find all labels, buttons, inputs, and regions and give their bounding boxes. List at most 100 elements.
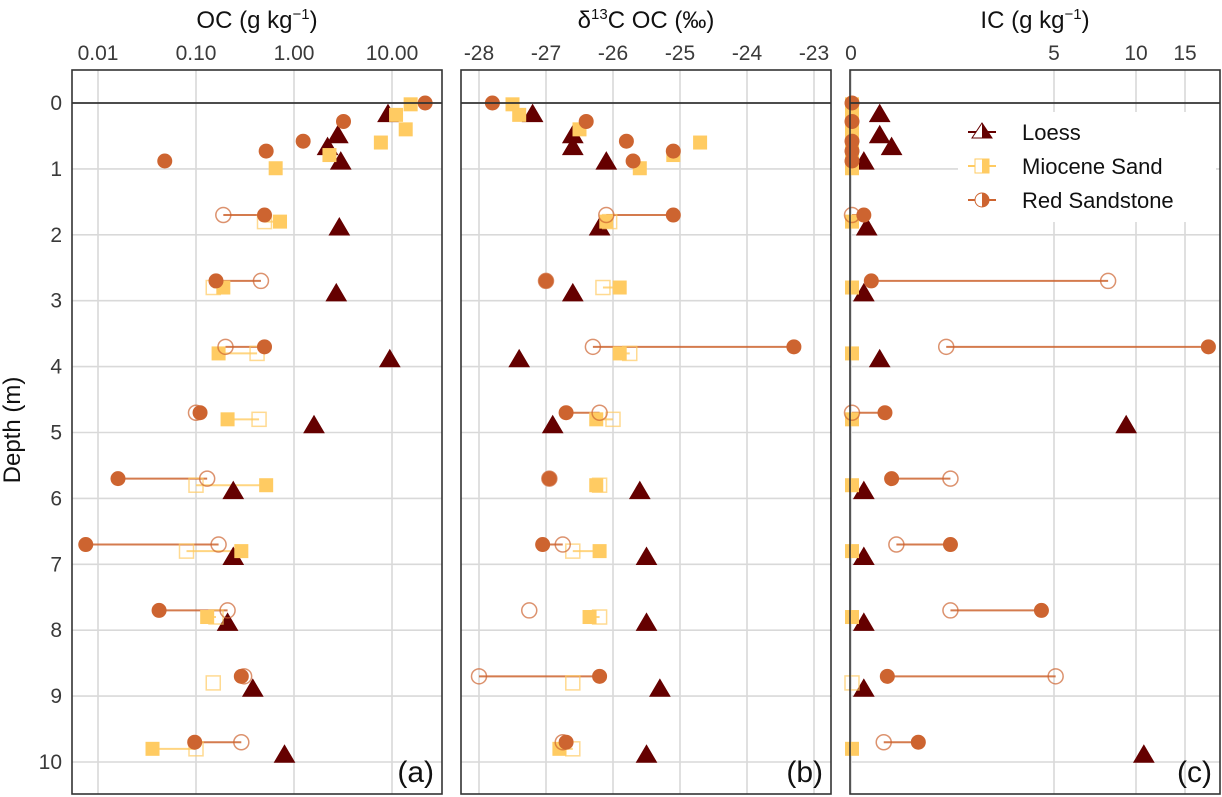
miocene-sand-point xyxy=(845,214,859,229)
red-sandstone-point xyxy=(208,273,224,289)
red-sandstone-point xyxy=(863,273,879,289)
miocene-sand-point xyxy=(178,543,195,559)
miocene-sand-point xyxy=(512,107,527,122)
legend-circle-icon xyxy=(982,193,989,207)
loess-point xyxy=(868,124,891,144)
miocene-sand-point xyxy=(403,97,418,112)
miocene-sand-point xyxy=(844,675,860,691)
miocene-sand-point xyxy=(845,412,859,427)
red-sandstone-point xyxy=(295,133,311,149)
loess-point xyxy=(635,546,658,566)
y-tick-label: 9 xyxy=(50,685,62,708)
red-sandstone-point xyxy=(937,338,955,356)
red-sandstone-point xyxy=(942,602,959,619)
legend-entry-label: Miocene Sand xyxy=(1022,154,1163,179)
red-sandstone-point xyxy=(151,602,167,618)
loess-point xyxy=(325,282,348,302)
y-tick-label: 3 xyxy=(50,290,62,313)
loess-point xyxy=(649,678,671,697)
red-sandstone-point xyxy=(535,537,551,553)
miocene-sand-point xyxy=(845,610,859,625)
red-sandstone-point xyxy=(786,339,802,355)
x-tick-label-b: -24 xyxy=(732,42,763,65)
legend-entry-label: Red Sandstone xyxy=(1022,188,1174,213)
legend-square-icon xyxy=(982,159,989,173)
loess-point xyxy=(273,744,296,763)
loess-point xyxy=(868,348,891,368)
x-tick-label-b: -25 xyxy=(665,42,695,65)
loess-point xyxy=(508,348,531,368)
miocene-sand-point xyxy=(259,478,274,493)
y-tick-label: 1 xyxy=(50,158,62,181)
miocene-sand-point xyxy=(595,279,611,296)
miocene-sand-point xyxy=(373,135,388,150)
miocene-sand-point xyxy=(845,478,859,493)
miocene-sand-point xyxy=(205,675,222,691)
panel-title-c: IC (g kg−1) xyxy=(980,6,1089,34)
text-layer: 0 1 2 3 4 5 6 7 8 9 10 Depth (m) 0.01 0.10 1.00 10.00 (a… xyxy=(0,6,1212,789)
panel-frame-c xyxy=(849,69,1221,795)
red-sandstone-point xyxy=(856,207,872,223)
red-sandstone-point xyxy=(187,734,203,750)
x-tick-label-c: 0 xyxy=(845,42,857,65)
miocene-sand-point xyxy=(845,346,859,361)
red-sandstone-point xyxy=(541,471,557,487)
red-sandstone-point xyxy=(558,734,574,750)
loess-point xyxy=(241,678,264,697)
loess-point xyxy=(328,217,351,236)
red-sandstone-point xyxy=(470,668,488,685)
red-sandstone-point xyxy=(538,273,554,289)
loess-point xyxy=(628,480,651,500)
red-sandstone-point xyxy=(843,404,861,421)
miocene-sand-point xyxy=(251,411,267,428)
red-sandstone-point xyxy=(844,113,860,129)
miocene-sand-point xyxy=(322,148,337,163)
y-tick-label: 7 xyxy=(50,553,62,576)
red-sandstone-point xyxy=(584,338,602,356)
red-sandstone-point xyxy=(879,668,895,684)
miocene-sand-point xyxy=(612,346,627,361)
red-sandstone-point xyxy=(665,143,681,159)
x-tick-label-c: 5 xyxy=(1048,42,1060,65)
x-tick-label-b: -23 xyxy=(799,42,829,65)
miocene-sand-point xyxy=(220,412,235,427)
red-sandstone-point xyxy=(258,143,274,159)
miocene-sand-point xyxy=(612,280,627,295)
red-sandstone-point xyxy=(592,668,608,684)
x-tick-label-b: -27 xyxy=(531,42,561,65)
miocene-sand-point xyxy=(845,741,859,756)
miocene-sand-point xyxy=(145,741,160,756)
red-sandstone-point xyxy=(233,733,250,751)
miocene-sand-point xyxy=(234,544,249,559)
miocene-sand-point xyxy=(589,478,604,493)
miocene-sand-point xyxy=(211,346,226,361)
panel-label-c: (c) xyxy=(1177,756,1212,789)
loess-point xyxy=(635,612,658,631)
red-sandstone-point xyxy=(336,113,352,129)
panel-label-a: (a) xyxy=(397,756,434,789)
red-sandstone-point xyxy=(198,470,216,487)
loess-point xyxy=(1132,744,1155,763)
panel-title-b: δ13C OC (‰) xyxy=(578,6,715,34)
miocene-sand-point xyxy=(505,97,520,112)
red-sandstone-point xyxy=(1033,602,1049,618)
miocene-sand-point xyxy=(845,544,859,559)
loess-point xyxy=(521,103,544,123)
x-tick-label-c: 15 xyxy=(1173,42,1196,65)
legend-triangle-icon xyxy=(982,123,992,138)
red-sandstone-point xyxy=(1099,272,1117,290)
miocene-sand-point xyxy=(200,610,215,625)
frame-layer xyxy=(71,69,1221,795)
loess-point xyxy=(378,348,401,368)
red-sandstone-point xyxy=(554,536,571,553)
red-sandstone-point xyxy=(558,405,574,421)
miocene-sand-point xyxy=(389,107,404,122)
x-tick-label-b: -26 xyxy=(598,42,628,65)
red-sandstone-point xyxy=(217,338,234,356)
y-axis-title: Depth (m) xyxy=(0,377,26,484)
loess-point xyxy=(855,217,878,236)
loess-point xyxy=(868,103,891,123)
y-tick-label: 8 xyxy=(50,619,62,642)
miocene-sand-point xyxy=(582,610,597,625)
